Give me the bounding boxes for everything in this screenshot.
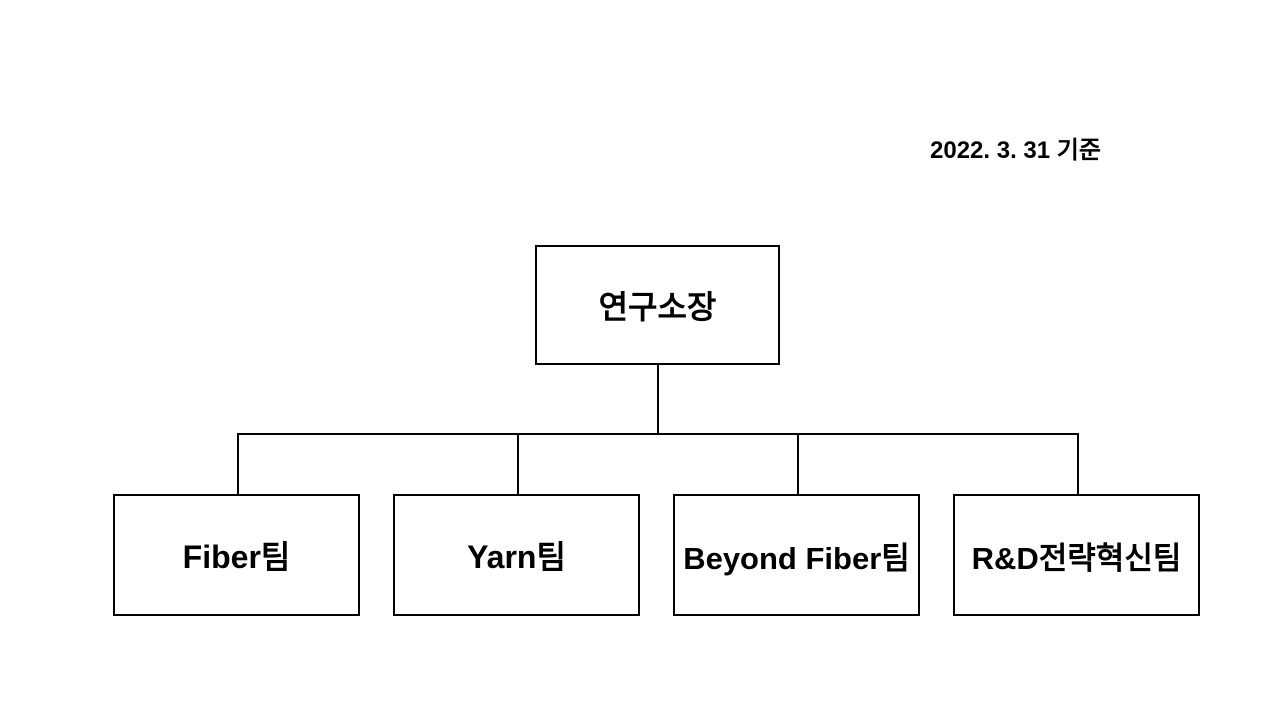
connector-child1-down: [237, 433, 239, 494]
child-label: Beyond Fiber팀: [683, 533, 910, 578]
child-label: Yarn팀: [467, 532, 566, 578]
connector-child4-down: [1077, 433, 1079, 494]
connector-child3-down: [797, 433, 799, 494]
date-label: 2022. 3. 31 기준: [930, 130, 1101, 165]
child-label: Fiber팀: [183, 532, 291, 578]
connector-child2-down: [517, 433, 519, 494]
connector-horizontal: [237, 433, 1077, 435]
child-node-beyond-fiber: Beyond Fiber팀: [673, 494, 920, 616]
child-label: R&D전략혁신팀: [972, 533, 1182, 578]
child-node-rnd-strategy: R&D전략혁신팀: [953, 494, 1200, 616]
child-node-fiber: Fiber팀: [113, 494, 360, 616]
root-node: 연구소장: [535, 245, 780, 365]
connector-root-down: [657, 365, 659, 433]
root-label: 연구소장: [599, 282, 717, 328]
child-node-yarn: Yarn팀: [393, 494, 640, 616]
